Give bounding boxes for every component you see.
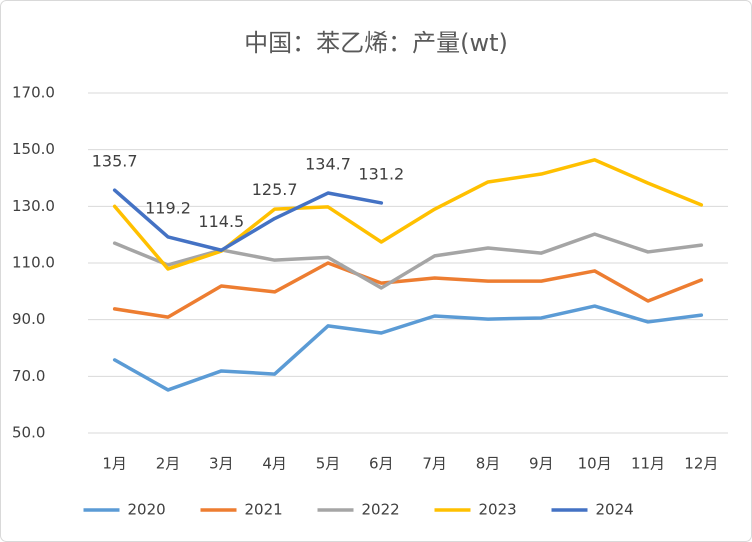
x-tick-label: 9月 xyxy=(529,455,554,473)
series-line xyxy=(112,158,704,271)
legend-label: 2021 xyxy=(245,501,283,519)
x-tick-label: 2月 xyxy=(156,455,181,473)
x-tick-label: 5月 xyxy=(316,455,341,473)
y-tick-label: 50.0 xyxy=(12,424,45,442)
series-line xyxy=(112,261,704,319)
chart-title: 中国：苯乙烯：产量(wt) xyxy=(244,29,508,57)
data-label: 125.7 xyxy=(252,180,298,199)
data-label: 135.7 xyxy=(92,152,138,171)
legend-label: 2022 xyxy=(362,501,400,519)
y-tick-label: 130.0 xyxy=(12,197,55,215)
y-tick-label: 150.0 xyxy=(12,140,55,158)
x-tick-label: 11月 xyxy=(631,455,665,473)
data-label: 131.2 xyxy=(358,164,404,183)
y-tick-label: 110.0 xyxy=(12,254,55,272)
x-tick-label: 1月 xyxy=(102,455,127,473)
data-label: 119.2 xyxy=(145,198,191,217)
y-tick-label: 70.0 xyxy=(12,367,45,385)
x-tick-label: 7月 xyxy=(422,455,447,473)
y-tick-label: 170.0 xyxy=(12,84,55,102)
series-line xyxy=(112,304,704,392)
legend-label: 2024 xyxy=(596,501,634,519)
x-tick-label: 6月 xyxy=(369,455,394,473)
x-tick-label: 3月 xyxy=(209,455,234,473)
y-tick-label: 90.0 xyxy=(12,310,45,328)
data-label: 114.5 xyxy=(198,212,244,231)
series-line xyxy=(112,188,384,252)
x-tick-label: 8月 xyxy=(476,455,501,473)
x-tick-label: 4月 xyxy=(262,455,287,473)
legend-label: 2020 xyxy=(128,501,166,519)
x-tick-label: 10月 xyxy=(578,455,612,473)
data-label: 134.7 xyxy=(305,155,351,174)
x-tick-label: 12月 xyxy=(684,455,718,473)
legend-label: 2023 xyxy=(479,501,517,519)
